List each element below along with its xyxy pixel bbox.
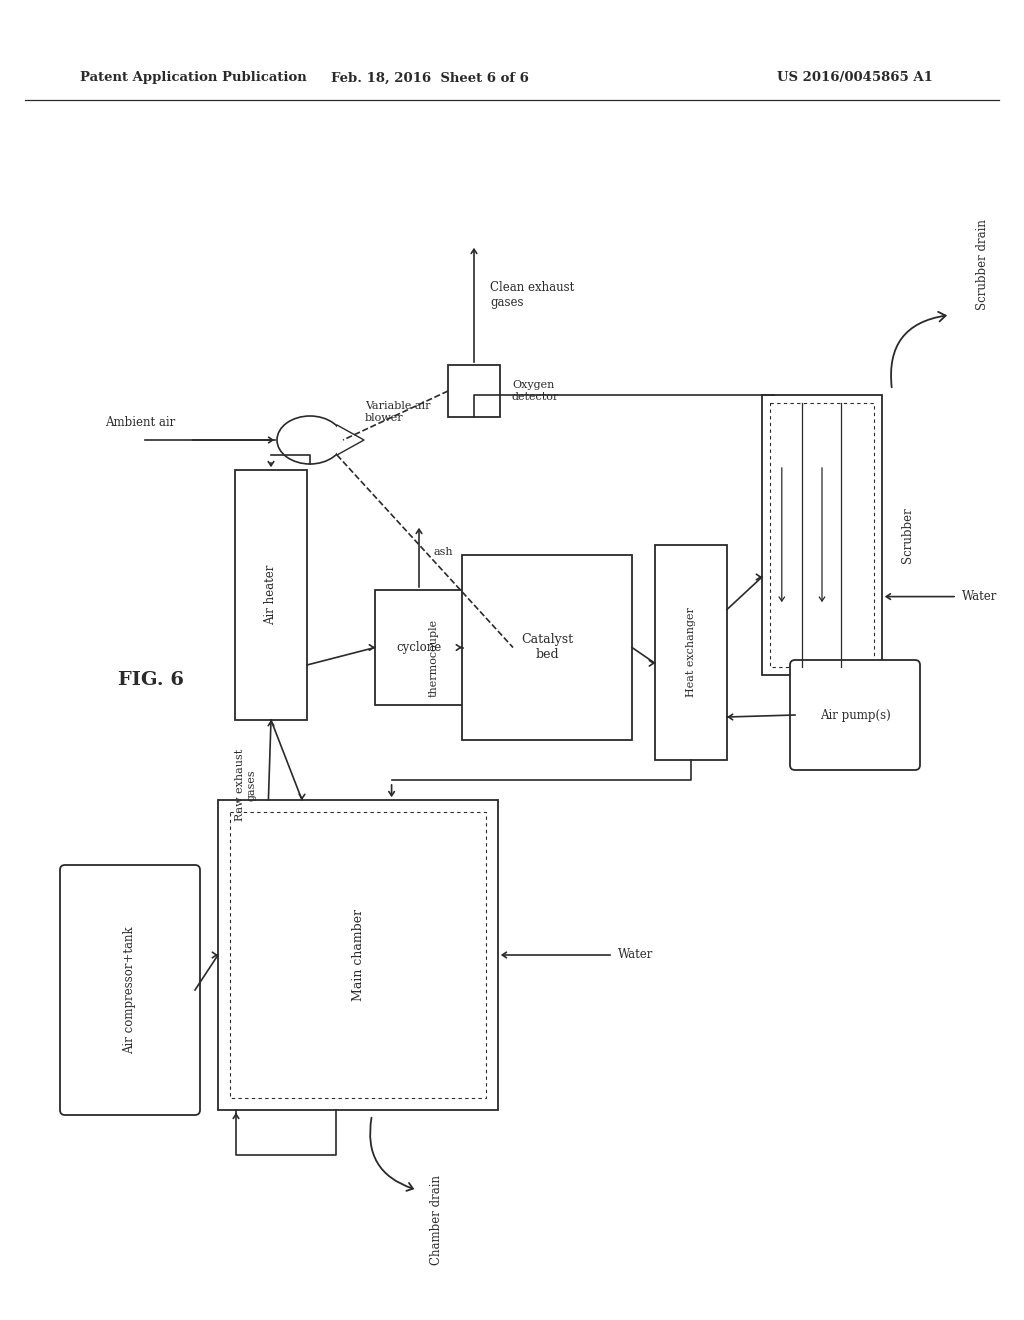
Polygon shape bbox=[337, 425, 364, 455]
Text: Water: Water bbox=[962, 590, 997, 603]
Bar bbox=[449, 366, 500, 417]
Bar bbox=[462, 554, 632, 741]
Text: US 2016/0045865 A1: US 2016/0045865 A1 bbox=[777, 71, 933, 84]
Bar bbox=[230, 812, 486, 1098]
Text: FIG. 6: FIG. 6 bbox=[118, 671, 184, 689]
Text: Air pump(s): Air pump(s) bbox=[819, 709, 891, 722]
Text: Air compressor+tank: Air compressor+tank bbox=[124, 927, 136, 1053]
Text: Water: Water bbox=[618, 949, 653, 961]
Text: Feb. 18, 2016  Sheet 6 of 6: Feb. 18, 2016 Sheet 6 of 6 bbox=[331, 71, 529, 84]
Bar bbox=[218, 800, 498, 1110]
Text: cyclone: cyclone bbox=[396, 642, 441, 653]
Text: Raw exhaust
gases: Raw exhaust gases bbox=[236, 748, 257, 821]
Bar bbox=[234, 470, 307, 719]
Bar bbox=[770, 403, 874, 667]
Text: Heat exchanger: Heat exchanger bbox=[686, 607, 696, 697]
Text: Scrubber drain: Scrubber drain bbox=[976, 219, 988, 310]
Bar bbox=[655, 545, 727, 760]
Text: Variable air
blower: Variable air blower bbox=[365, 401, 430, 422]
Text: Clean exhaust
gases: Clean exhaust gases bbox=[490, 281, 574, 309]
FancyBboxPatch shape bbox=[790, 660, 920, 770]
Bar bbox=[762, 395, 882, 675]
Bar bbox=[375, 590, 463, 705]
Text: Scrubber: Scrubber bbox=[901, 507, 914, 562]
Text: Ambient air: Ambient air bbox=[104, 416, 175, 429]
Ellipse shape bbox=[278, 416, 343, 465]
Text: ash: ash bbox=[433, 546, 453, 557]
Text: Air heater: Air heater bbox=[264, 565, 278, 626]
Text: Main chamber: Main chamber bbox=[351, 909, 365, 1001]
Text: Patent Application Publication: Patent Application Publication bbox=[80, 71, 307, 84]
Text: thermocouple: thermocouple bbox=[429, 619, 439, 697]
FancyBboxPatch shape bbox=[60, 865, 200, 1115]
Text: Catalyst
bed: Catalyst bed bbox=[521, 634, 573, 661]
Text: Chamber drain: Chamber drain bbox=[430, 1175, 443, 1265]
Text: Oxygen
detector: Oxygen detector bbox=[512, 380, 559, 401]
